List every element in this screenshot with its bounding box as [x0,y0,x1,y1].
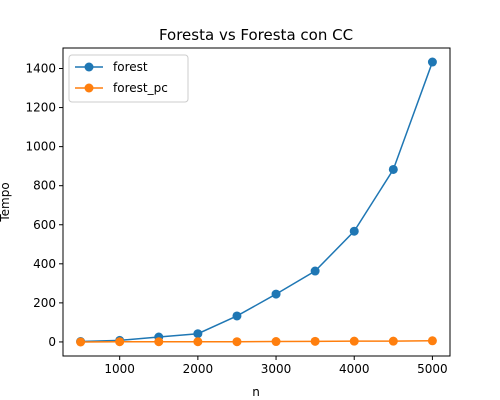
chart-title: Foresta vs Foresta con CC [159,26,353,44]
series-line-forest [80,61,434,343]
x-tick-label: 4000 [339,362,370,376]
data-point-forest_pc [76,337,86,347]
data-point-forest [349,226,359,236]
data-point-forest [271,289,281,299]
legend-label: forest_pc [113,81,168,95]
x-tick-label: 5000 [417,362,448,376]
data-point-forest_pc [115,337,125,347]
series-line-forest_pc [80,340,433,343]
data-point-forest [388,164,398,174]
x-tick-label: 2000 [183,362,214,376]
y-tick-label: 600 [33,218,56,232]
y-tick-label: 800 [33,179,56,193]
data-point-forest [427,57,437,67]
data-point-forest_pc [427,336,437,346]
x-tick-label: 1000 [104,362,135,376]
y-tick-label: 1200 [25,101,56,115]
legend: forest forest_pc [68,54,189,103]
y-tick-label: 400 [33,257,56,271]
y-tick-label: 0 [48,335,56,349]
x-axis-label: n [252,385,260,399]
data-point-forest [232,311,242,321]
y-axis-ticks: 0 200 400 600 800 1000 1200 1400 [25,62,63,349]
data-point-forest_pc [193,337,203,347]
x-axis-ticks: 1000 2000 3000 4000 5000 [104,356,448,376]
data-point-forest_pc [388,336,398,346]
x-tick-label: 3000 [261,362,292,376]
series-layer [76,57,437,347]
y-tick-label: 200 [33,296,56,310]
plot-frame [62,47,451,357]
series-forest_pc [76,336,437,347]
data-point-forest_pc [232,337,242,347]
series-forest [76,57,437,347]
y-tick-label: 1000 [25,140,56,154]
data-point-forest [310,266,320,276]
data-point-forest_pc [271,337,281,347]
legend-marker [84,83,94,93]
legend-marker [84,62,94,72]
legend-label: forest [113,60,148,74]
y-tick-label: 1400 [25,62,56,76]
y-axis-label: Tempo [0,182,12,222]
data-point-forest_pc [349,336,359,346]
data-point-forest_pc [154,337,164,347]
data-point-forest_pc [310,336,320,346]
data-point-forest [193,329,203,339]
